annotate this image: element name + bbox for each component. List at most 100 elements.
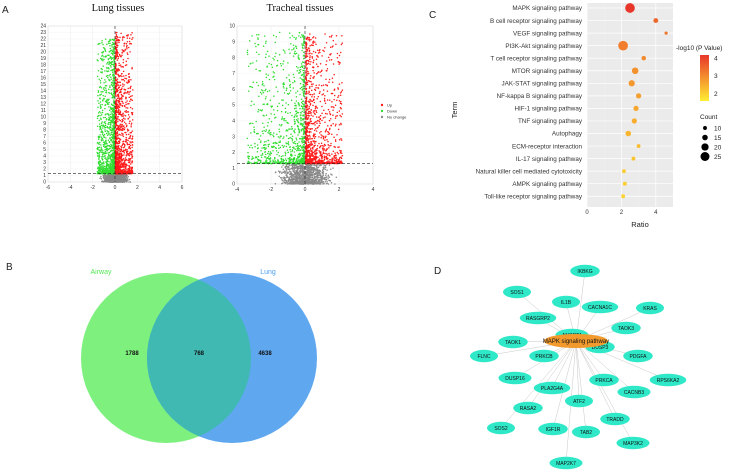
lung-point-up bbox=[129, 106, 132, 109]
lung-point-up bbox=[125, 136, 127, 139]
lung-point-down bbox=[113, 91, 116, 93]
trachea-point-no-change bbox=[319, 181, 322, 184]
lung-point-up bbox=[120, 114, 123, 117]
lung-point-down bbox=[109, 123, 112, 125]
trachea-point-down bbox=[284, 151, 286, 154]
lung-point-up bbox=[115, 152, 118, 154]
lung-point-down bbox=[101, 111, 104, 114]
lung-point-up bbox=[118, 133, 120, 136]
lung-point-down bbox=[111, 119, 114, 121]
trachea-point-no-change bbox=[302, 177, 304, 179]
lung-point-up bbox=[124, 77, 126, 80]
lung-point-down bbox=[110, 167, 113, 170]
lung-point-up bbox=[115, 35, 118, 38]
lung-point-down bbox=[111, 141, 114, 143]
lung-point-up bbox=[117, 101, 120, 103]
trachea-point-no-change bbox=[319, 183, 322, 185]
lung-point-up bbox=[125, 138, 127, 141]
lung-point-up bbox=[115, 103, 118, 105]
lung-point-up bbox=[131, 146, 133, 149]
lung-point-down bbox=[111, 85, 114, 87]
lung-point-down bbox=[113, 146, 115, 148]
lung-point-down bbox=[109, 139, 112, 141]
trachea-point-no-change bbox=[299, 165, 301, 168]
lung-point-down bbox=[101, 138, 104, 140]
lung-point-down bbox=[106, 70, 108, 72]
lung-point-up bbox=[127, 133, 130, 136]
trachea-point-no-change bbox=[292, 182, 294, 185]
lung-point-up bbox=[120, 150, 122, 153]
lung-point-up bbox=[127, 159, 129, 162]
lung-point-down bbox=[98, 78, 100, 81]
lung-point-down bbox=[108, 161, 110, 163]
lung-point-no-change bbox=[118, 180, 121, 183]
lung-point-no-change bbox=[128, 178, 131, 181]
panel-letter-c: C bbox=[429, 10, 436, 21]
trachea-point-down bbox=[265, 140, 267, 143]
lung-point-down bbox=[102, 141, 105, 143]
trachea-point-down bbox=[296, 124, 299, 127]
trachea-point-no-change bbox=[296, 181, 299, 184]
lung-point-up bbox=[125, 163, 127, 165]
trachea-point-no-change bbox=[299, 168, 302, 171]
lung-point-up bbox=[129, 90, 131, 93]
lung-xtick: -4 bbox=[68, 185, 73, 191]
lung-point-down bbox=[98, 154, 101, 156]
lung-point-down bbox=[106, 98, 108, 101]
lung-point-down bbox=[99, 117, 102, 119]
lung-point-down bbox=[108, 50, 111, 53]
lung-point-down bbox=[112, 74, 114, 77]
lung-point-down bbox=[108, 101, 110, 104]
lung-point-down bbox=[112, 71, 114, 74]
lung-point-up bbox=[124, 127, 126, 129]
trachea-point-down bbox=[253, 103, 255, 105]
lung-point-down bbox=[109, 106, 112, 109]
lung-point-down bbox=[109, 147, 111, 150]
trachea-point-no-change bbox=[301, 166, 304, 169]
lung-point-up bbox=[117, 87, 120, 89]
trachea-point-down bbox=[298, 141, 300, 143]
lung-point-up bbox=[121, 154, 124, 157]
trachea-point-no-change bbox=[319, 170, 322, 172]
trachea-point-no-change bbox=[320, 176, 323, 179]
panel-letter-a: A bbox=[2, 5, 9, 16]
lung-point-up bbox=[123, 149, 125, 151]
lung-point-down bbox=[101, 130, 104, 133]
lung-point-up bbox=[120, 153, 123, 155]
lung-point-up bbox=[131, 38, 133, 41]
lung-point-down bbox=[110, 121, 112, 123]
lung-point-down bbox=[108, 163, 110, 166]
lung-point-up bbox=[125, 46, 128, 48]
lung-point-up bbox=[115, 39, 118, 42]
lung-point-down bbox=[110, 56, 112, 59]
lung-point-up bbox=[120, 149, 123, 151]
lung-point-down bbox=[109, 92, 111, 95]
lung-point-up bbox=[118, 41, 120, 44]
trachea-point-down bbox=[250, 104, 252, 107]
trachea-point-down bbox=[276, 59, 279, 62]
trachea-point-no-change bbox=[324, 165, 326, 167]
lung-point-up bbox=[118, 150, 120, 152]
lung-ytick: 6 bbox=[43, 141, 46, 147]
lung-point-down bbox=[99, 104, 102, 106]
lung-point-up bbox=[122, 85, 124, 87]
trachea-point-down bbox=[281, 144, 284, 147]
lung-point-up bbox=[124, 89, 126, 91]
lung-point-up bbox=[123, 80, 126, 82]
lung-point-down bbox=[109, 64, 112, 67]
lung-point-up bbox=[129, 163, 132, 165]
lung-point-up bbox=[126, 107, 129, 109]
lung-point-down bbox=[113, 99, 115, 101]
lung-point-up bbox=[125, 97, 127, 99]
trachea-point-no-change bbox=[318, 174, 320, 176]
lung-point-down bbox=[102, 165, 104, 167]
lung-point-down bbox=[98, 136, 101, 139]
lung-point-down bbox=[99, 149, 102, 152]
lung-point-down bbox=[103, 47, 106, 49]
lung-point-up bbox=[125, 77, 128, 80]
trachea-point-down bbox=[299, 77, 301, 79]
lung-point-up bbox=[116, 46, 118, 48]
lung-point-down bbox=[106, 103, 109, 105]
lung-point-down bbox=[105, 141, 107, 143]
lung-point-down bbox=[101, 72, 103, 74]
